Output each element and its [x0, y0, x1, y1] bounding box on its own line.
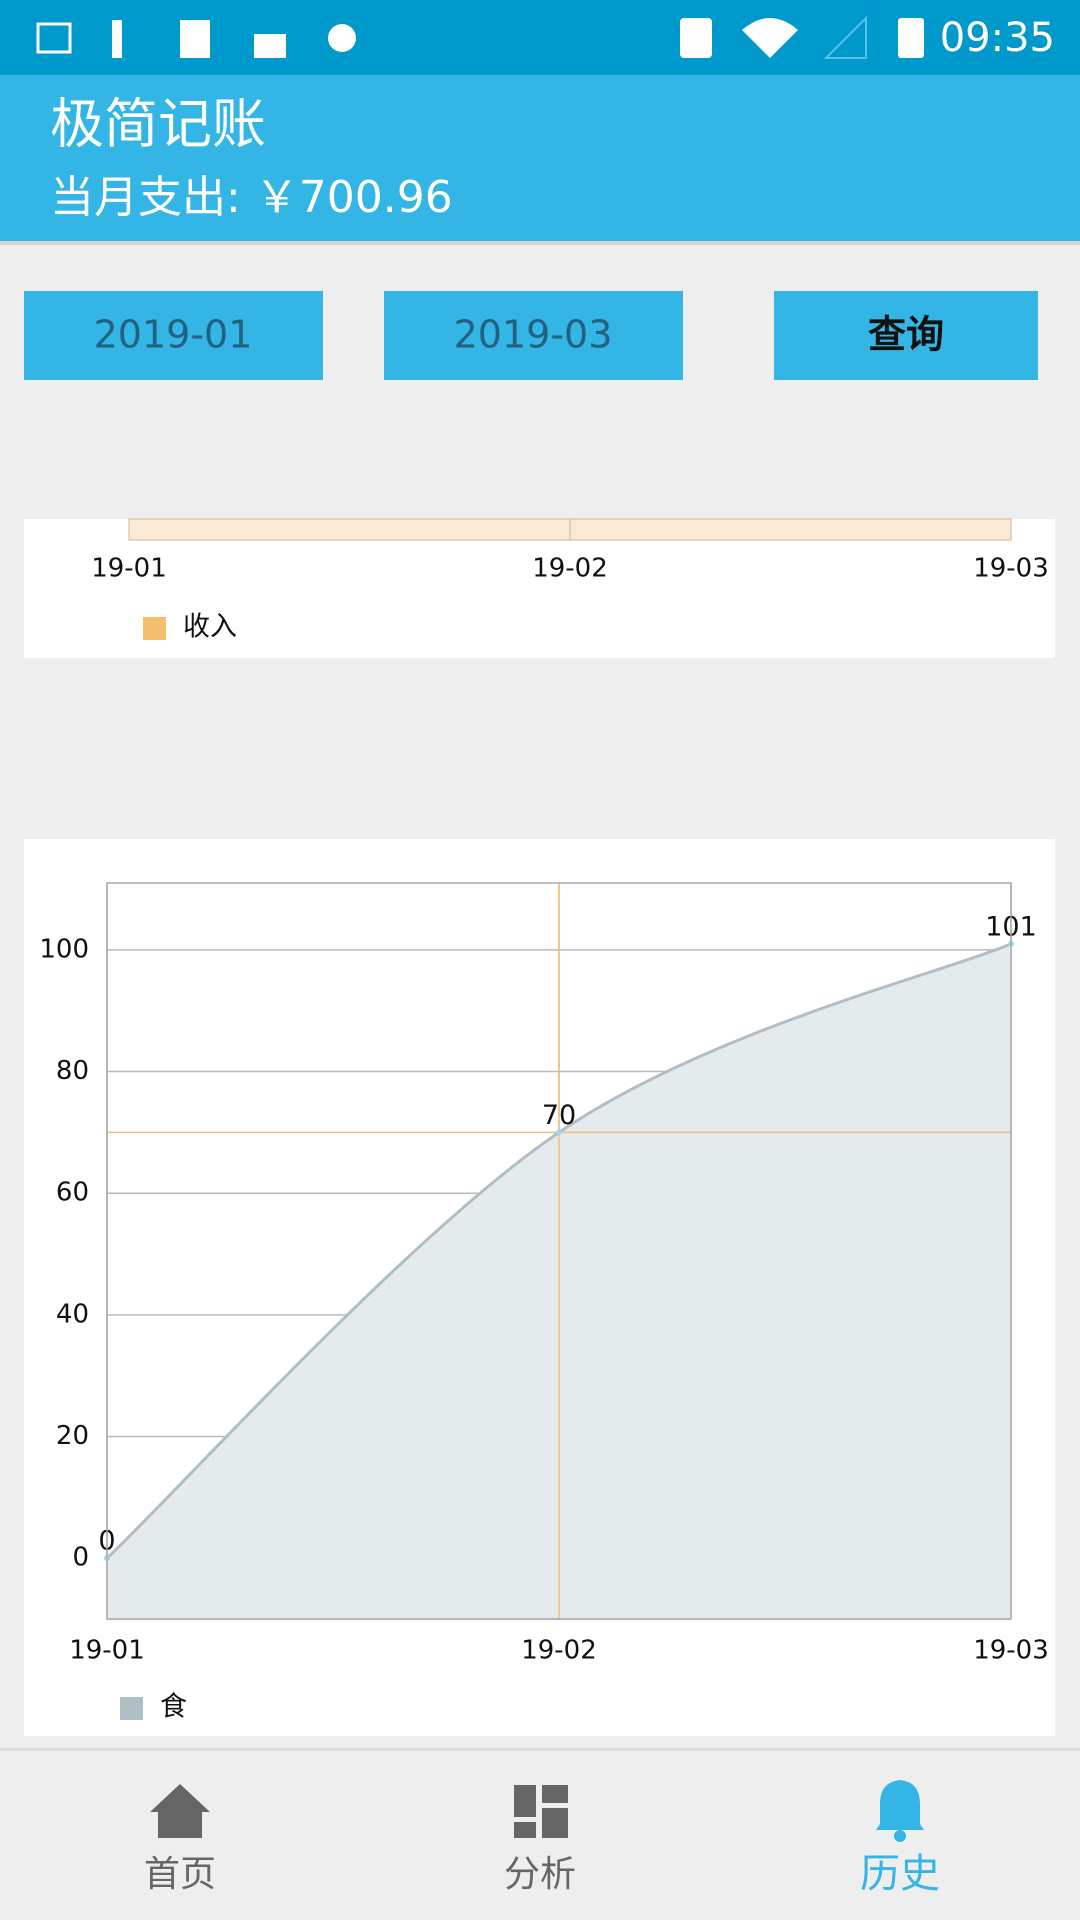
start-label: 2019-01: [94, 313, 253, 357]
x-tick-label: 19-02: [521, 1636, 597, 1666]
y-tick-label: 100: [39, 934, 89, 964]
plot-frame: [106, 882, 1012, 1620]
value-label: 70: [542, 1100, 576, 1131]
y-tick-label: 60: [56, 1178, 89, 1208]
status-time: 09:35: [940, 15, 1055, 61]
x-tick-label: 19-03: [973, 554, 1049, 584]
legend-label: 收入: [183, 612, 237, 643]
legend-label: 食: [160, 1692, 187, 1723]
start-button[interactable]: [24, 291, 323, 380]
point: [556, 1129, 562, 1136]
legend-swatch: [120, 1697, 143, 1720]
y-tick-label: 20: [56, 1421, 89, 1451]
app-bar-shadow: [0, 241, 1080, 245]
y-tick-label: 80: [56, 1056, 89, 1086]
end-button[interactable]: [384, 291, 683, 380]
query-label: 查询: [868, 313, 944, 357]
nav-label[interactable]: 历史: [860, 1851, 940, 1897]
app-bar: [0, 75, 1080, 241]
app-subtitle: 当月支出: ￥700.96: [50, 172, 453, 223]
income-card: [24, 519, 1055, 658]
query-button[interactable]: [774, 291, 1038, 380]
status-icons: [36, 15, 924, 59]
y-tick-label: 40: [56, 1299, 89, 1329]
x-tick-label: 19-01: [69, 1636, 145, 1666]
x-tick-label: 19-01: [91, 554, 167, 584]
end-label: 2019-03: [454, 313, 613, 357]
nav-label[interactable]: 分析: [504, 1854, 576, 1895]
x-tick-label: 19-03: [973, 1636, 1049, 1666]
nav-label[interactable]: 首页: [144, 1854, 216, 1895]
nav-divider: [0, 1748, 1080, 1751]
y-tick-label: 0: [72, 1543, 89, 1573]
app-title: 极简记账: [50, 93, 266, 156]
x-tick-label: 19-02: [532, 554, 608, 584]
legend-swatch: [143, 617, 166, 640]
nav-icons: [150, 1780, 924, 1842]
